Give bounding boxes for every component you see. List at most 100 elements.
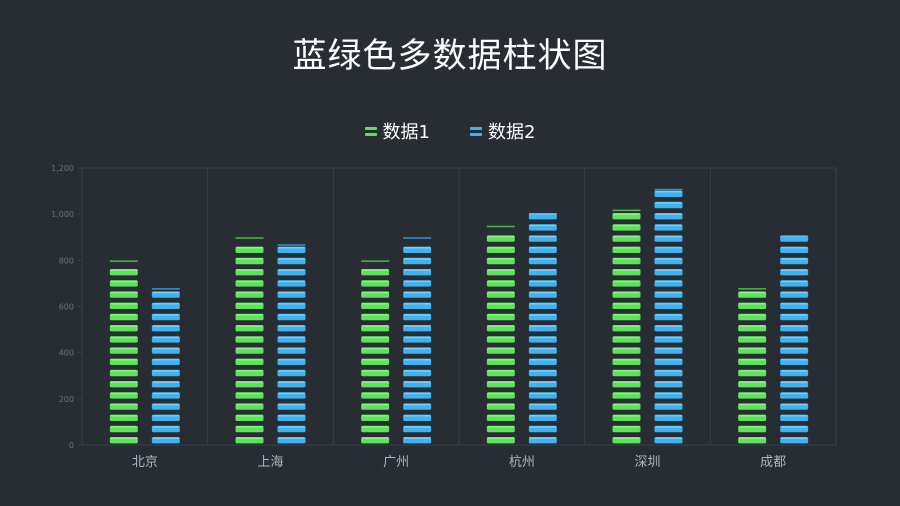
bar-segment-highlight [362, 403, 389, 406]
bar-segment [738, 325, 767, 332]
bar-segment-highlight [613, 269, 640, 271]
bar-segment [738, 347, 767, 354]
bar-segment-highlight [487, 370, 514, 372]
bar-segment [109, 269, 138, 276]
bar-segment-highlight [236, 381, 263, 383]
bar-segment-highlight [404, 314, 431, 316]
bar-segment-highlight [110, 280, 137, 283]
bar-segment-highlight [739, 291, 766, 294]
bar-segment-highlight [278, 370, 305, 372]
bar-segment [361, 381, 390, 388]
bar-segment [403, 392, 432, 399]
legend-item-series2[interactable]: 数据2 [470, 118, 535, 144]
bar-segment [486, 414, 515, 421]
bar-segment-highlight [739, 403, 766, 406]
bar-segment-highlight [362, 347, 389, 350]
bar-segment-highlight [236, 280, 263, 283]
bar-segment [403, 358, 432, 365]
bar-segment [654, 425, 683, 433]
bar-segment-highlight [404, 437, 431, 439]
bar-segment-highlight [529, 336, 556, 339]
bar-segment-highlight [487, 247, 514, 249]
bar-segment-highlight [152, 370, 179, 372]
bar-segment-highlight [781, 303, 808, 305]
bar-segment [528, 369, 557, 377]
bar-segment [654, 257, 683, 265]
bar-segment [486, 325, 515, 332]
bar-segment-highlight [110, 269, 137, 271]
bar-cap [277, 244, 306, 246]
bar-segment [235, 336, 264, 343]
bar-segment [403, 414, 432, 421]
bar-segment-highlight [613, 213, 640, 215]
bar-segment-highlight [362, 303, 389, 305]
bar-segment [528, 246, 557, 253]
bar-segment-highlight [487, 336, 514, 339]
legend-item-series1[interactable]: 数据1 [364, 118, 430, 144]
bar-segment-highlight [362, 336, 389, 339]
bar-segment-highlight [781, 325, 808, 327]
bar-segment-highlight [278, 359, 305, 361]
bar-segment [235, 437, 264, 444]
bar-segment [486, 257, 515, 265]
bar-segment [277, 313, 306, 321]
bar-segment-highlight [110, 426, 137, 428]
bar-segment [612, 403, 641, 410]
bar-segment [654, 414, 683, 421]
bar-segment-highlight [739, 325, 766, 327]
bar-segment-highlight [110, 403, 137, 406]
bar-segment [528, 213, 557, 220]
bar-segment-highlight [362, 314, 389, 316]
bar-segment-highlight [152, 303, 179, 305]
bar-segment [738, 381, 767, 388]
bar-segment [151, 414, 180, 421]
bar-segment [654, 235, 683, 242]
bar-segment-highlight [655, 314, 682, 316]
bar-segment-highlight [781, 235, 808, 238]
bar-segment-highlight [362, 415, 389, 417]
bar-segment-highlight [781, 291, 808, 294]
bar-segment [528, 280, 557, 287]
bar-segment [151, 392, 180, 399]
bar-segment-highlight [278, 336, 305, 339]
bar-segment [277, 280, 306, 287]
bar-segment [654, 190, 683, 197]
bar-segment-highlight [655, 224, 682, 227]
category-label: 成都 [760, 455, 786, 470]
bar-segment [403, 347, 432, 354]
bar-segment-highlight [362, 269, 389, 271]
bar-segment [277, 358, 306, 365]
bar-segment-highlight [404, 403, 431, 406]
bar-segment-highlight [613, 403, 640, 406]
bar-segment-highlight [236, 403, 263, 406]
bar-segment-highlight [613, 258, 640, 260]
bar-cap [361, 260, 390, 262]
bar-segment [109, 347, 138, 354]
bar-segment-highlight [152, 437, 179, 439]
bar-segment-highlight [529, 347, 556, 350]
bar-segment [612, 269, 641, 276]
bar-segment [738, 403, 767, 410]
bar-segment [109, 336, 138, 343]
legend: 数据1 数据2 [0, 118, 900, 144]
bar-segment-highlight [529, 258, 556, 260]
bar-segment-highlight [487, 426, 514, 428]
bar-segment [612, 381, 641, 388]
bar-cap [151, 288, 180, 290]
bar-segment [109, 392, 138, 399]
bar-segment [654, 403, 683, 410]
bar-segment-highlight [236, 347, 263, 350]
bar-segment-highlight [613, 314, 640, 316]
bar-segment-highlight [236, 336, 263, 339]
bar-segment [780, 425, 809, 433]
bar-segment [654, 213, 683, 220]
y-tick-label: 1,000 [51, 210, 74, 219]
bar-segment-highlight [487, 347, 514, 350]
bar-segment [151, 347, 180, 354]
bar-segment-highlight [152, 291, 179, 294]
bar-segment [109, 414, 138, 421]
bar-segment [780, 291, 809, 298]
bar-segment-highlight [781, 359, 808, 361]
bar-segment [235, 425, 264, 433]
bar-segment [235, 269, 264, 276]
